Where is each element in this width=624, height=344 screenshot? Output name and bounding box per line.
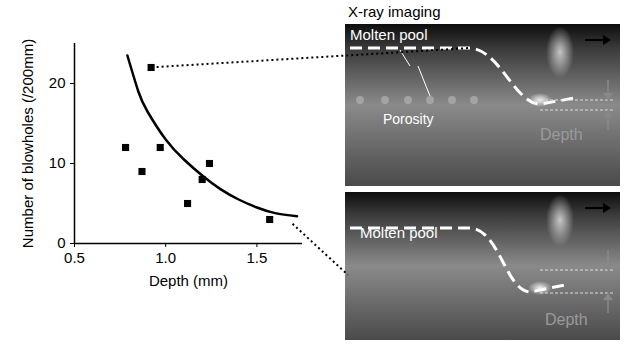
svg-text:Porosity: Porosity xyxy=(383,111,434,127)
svg-text:1.5: 1.5 xyxy=(246,249,267,266)
svg-text:10: 10 xyxy=(49,154,66,171)
svg-text:20: 20 xyxy=(49,74,66,91)
svg-text:0.5: 0.5 xyxy=(64,249,85,266)
svg-text:Depth: Depth xyxy=(545,311,588,328)
svg-text:Number of blowholes (/200mm): Number of blowholes (/200mm) xyxy=(19,39,36,248)
svg-text:0: 0 xyxy=(57,234,66,252)
svg-text:Molten pool: Molten pool xyxy=(360,224,438,241)
svg-text:X-ray imaging: X-ray imaging xyxy=(348,3,441,20)
svg-text:Depth (mm): Depth (mm) xyxy=(149,272,228,289)
svg-text:1.0: 1.0 xyxy=(155,249,176,266)
svg-text:Depth: Depth xyxy=(540,126,583,143)
svg-text:Molten pool: Molten pool xyxy=(350,26,428,43)
